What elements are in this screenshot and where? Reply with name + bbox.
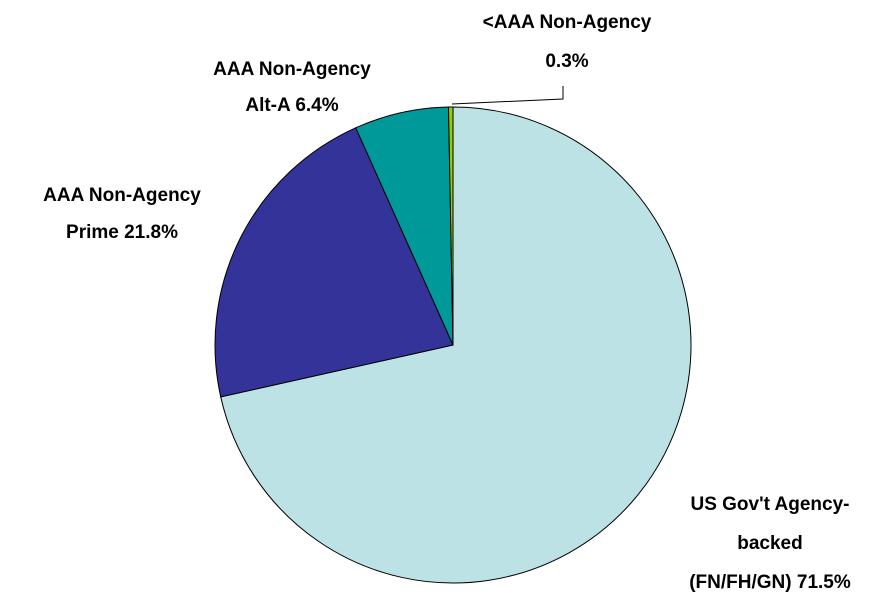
label-line: <AAA Non-Agency [483,12,652,33]
value-label: 71.5% [797,572,851,593]
label-line: Alt-A [245,95,291,116]
pie-slice [214,127,454,398]
value-label: 21.8% [124,222,178,243]
leader-line [451,86,564,105]
slice-label: US Gov't Agency-backed (FN/FH/GN) 71.5% [689,494,851,593]
slice-label: <AAA Non-Agency 0.3% [483,12,652,72]
pie-slice [448,106,454,346]
label-line: backed [737,533,802,554]
slice-label: AAA Non-Agency Alt-A 6.4% [213,59,371,116]
value-label: 6.4% [295,95,338,116]
label-line: (FN/FH/GN) [689,572,791,593]
value-label: 0.3% [545,51,588,72]
label-line: US Gov't Agency- [690,494,849,515]
label-line: AAA Non-Agency [43,185,201,206]
slice-label: AAA Non-Agency Prime 21.8% [43,185,201,243]
label-line: Prime [66,222,119,243]
pie-slice [220,106,692,584]
label-line: AAA Non-Agency [213,59,371,80]
